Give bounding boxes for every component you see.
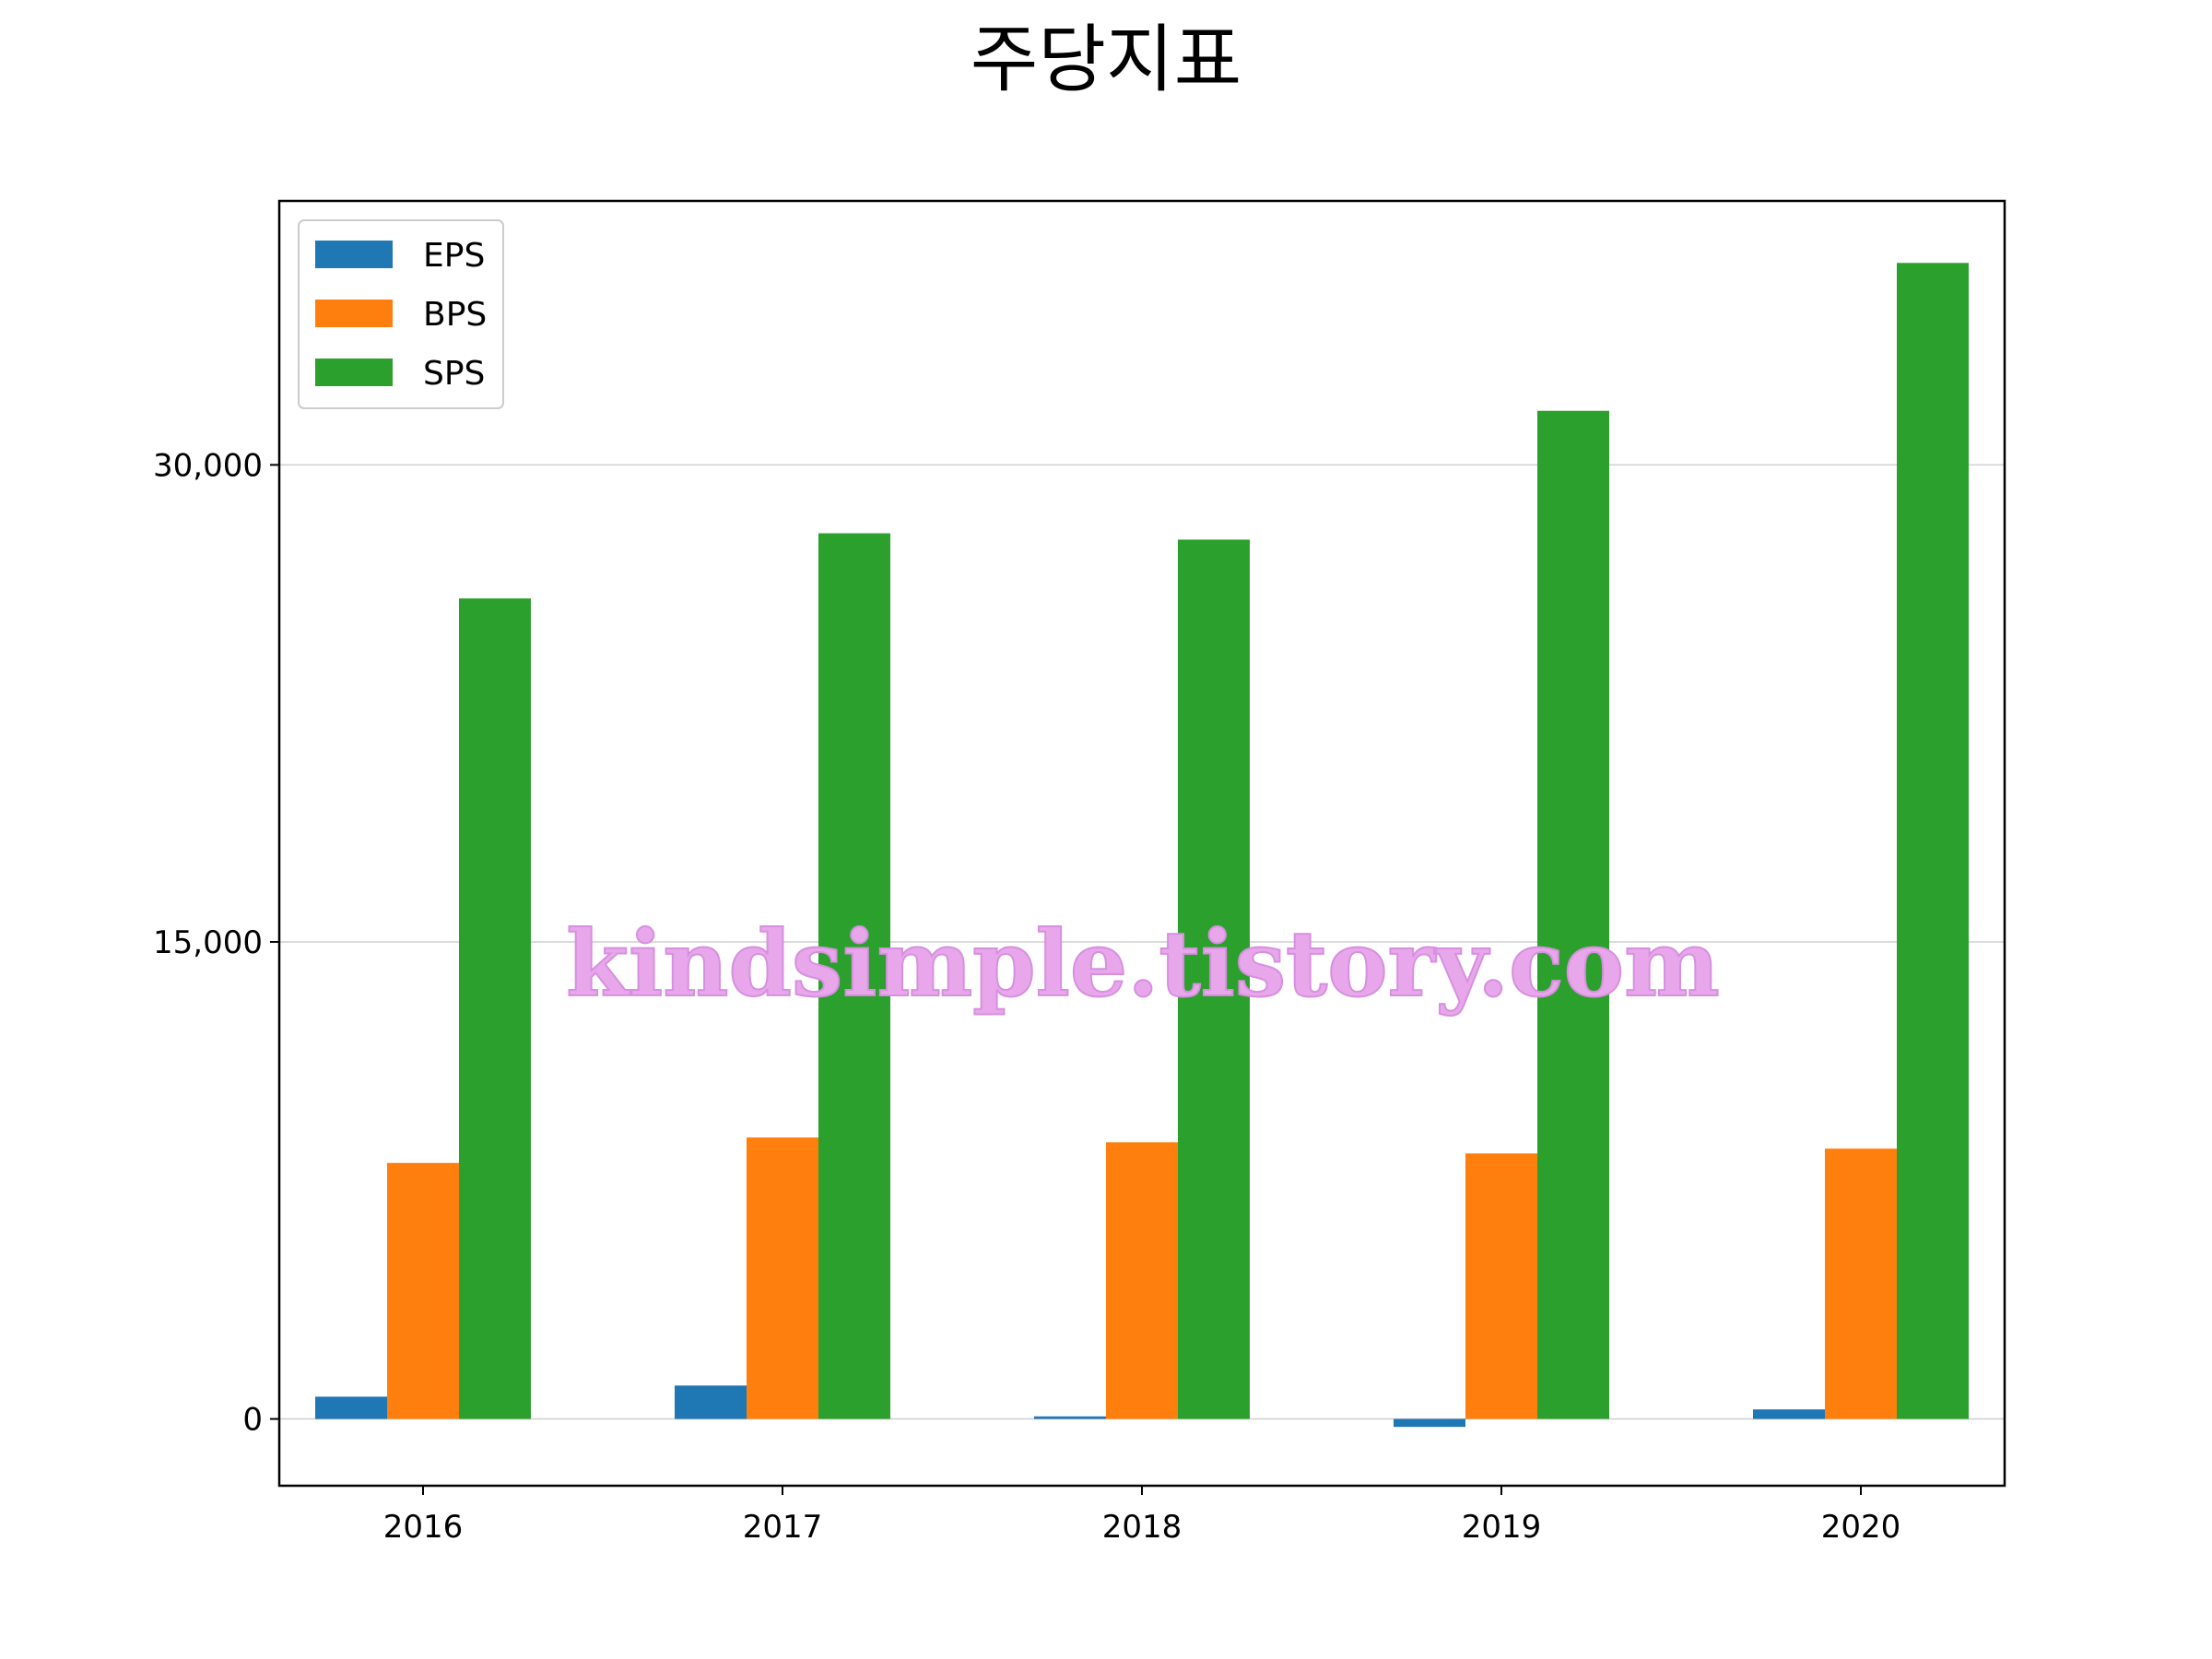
bar-bps xyxy=(387,1162,459,1419)
bar-eps xyxy=(1753,1409,1825,1419)
x-tick-label: 2018 xyxy=(1102,1509,1182,1546)
chart-title: 주당지표 xyxy=(971,17,1241,102)
bar-bps xyxy=(747,1137,818,1419)
bar-bps xyxy=(1106,1142,1178,1419)
bar-bps xyxy=(1465,1153,1537,1419)
bar-sps xyxy=(1178,539,1250,1419)
bar-bps xyxy=(1825,1148,1897,1419)
x-tick-label: 2020 xyxy=(1821,1509,1901,1546)
x-tick-label: 2016 xyxy=(383,1509,464,1546)
bar-eps xyxy=(1034,1416,1106,1419)
bar-eps xyxy=(315,1396,387,1419)
bar-sps xyxy=(1897,263,1969,1419)
legend-label-bps: BPS xyxy=(423,296,487,334)
legend-swatch-eps xyxy=(315,241,393,268)
y-tick-label: 15,000 xyxy=(153,924,263,961)
legend-swatch-sps xyxy=(315,359,393,386)
bar-sps xyxy=(1537,410,1609,1419)
legend-label-eps: EPS xyxy=(423,237,485,275)
watermark: kindsimple.tistory.com xyxy=(566,912,1720,1018)
y-tick-label: 30,000 xyxy=(153,447,263,484)
y-axis: 0 15,000 30,000 xyxy=(153,447,279,1439)
bar-eps xyxy=(1394,1418,1465,1428)
bar-sps xyxy=(818,533,890,1419)
legend-label-sps: SPS xyxy=(423,355,485,393)
bars xyxy=(315,263,1969,1428)
x-axis: 2016 2017 2018 2019 2020 xyxy=(383,1486,1901,1546)
x-tick-label: 2017 xyxy=(743,1509,823,1546)
x-tick-label: 2019 xyxy=(1462,1509,1542,1546)
legend-swatch-bps xyxy=(315,300,393,327)
y-tick-label: 0 xyxy=(242,1402,263,1439)
bar-sps xyxy=(459,598,531,1419)
bar-eps xyxy=(675,1385,747,1419)
legend: EPS BPS SPS xyxy=(298,219,504,409)
